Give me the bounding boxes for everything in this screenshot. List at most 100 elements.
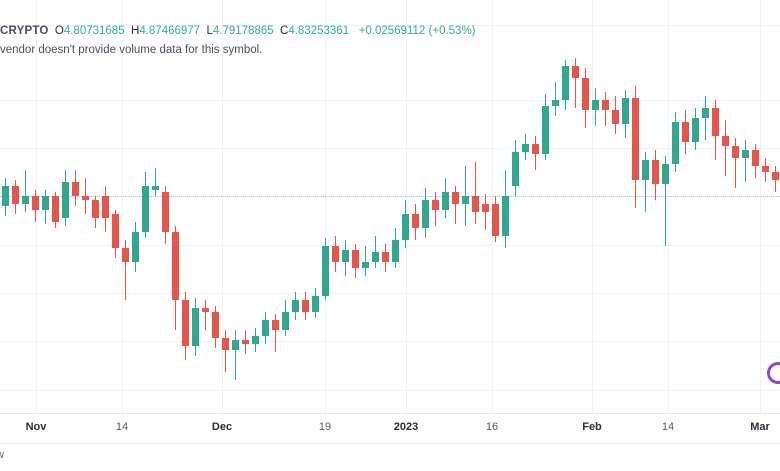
candle-body	[702, 108, 709, 118]
candle-wick	[235, 330, 236, 380]
candle-body	[522, 144, 529, 152]
candle-body	[512, 152, 519, 186]
time-axis-tick: 2023	[393, 421, 419, 433]
candle-body	[262, 320, 269, 336]
candle-wick	[745, 140, 746, 182]
candle-body	[672, 122, 679, 164]
horizontal-gridline	[0, 100, 780, 101]
candle-body	[632, 98, 639, 180]
candle-body	[212, 312, 219, 338]
time-axis-tick: 14	[115, 421, 129, 433]
horizontal-gridline	[0, 148, 780, 149]
candle-wick	[645, 152, 646, 212]
bottom-status-bar: w	[0, 443, 780, 471]
candle-body	[2, 186, 9, 206]
vertical-gridline	[222, 0, 223, 413]
vertical-gridline	[122, 0, 123, 413]
candle-body	[182, 300, 189, 346]
candle-wick	[275, 314, 276, 352]
candle-body	[32, 196, 39, 210]
time-axis-tick: 16	[485, 421, 499, 433]
horizontal-gridline	[0, 390, 780, 391]
candle-wick	[725, 120, 726, 176]
candle-body	[92, 200, 99, 218]
candle-body	[122, 248, 129, 262]
candle-body	[692, 118, 699, 142]
candle-wick	[665, 156, 666, 246]
time-axis-tick: Mar	[750, 421, 770, 433]
horizontal-gridline	[0, 341, 780, 342]
candle-body	[232, 340, 239, 350]
time-axis-tick: 19	[318, 421, 332, 433]
candle-body	[152, 186, 159, 190]
candle-body	[142, 186, 149, 232]
candle-wick	[155, 168, 156, 196]
candle-body	[482, 204, 489, 212]
candle-body	[62, 182, 69, 218]
candle-wick	[705, 96, 706, 140]
candle-body	[752, 150, 759, 166]
candle-body	[202, 308, 209, 312]
time-axis[interactable]: Nov 14 Dec 19 2023 16 Feb 14 Mar	[0, 413, 780, 444]
candle-body	[422, 200, 429, 228]
candle-body	[402, 214, 409, 240]
candle-body	[12, 186, 19, 204]
candle-wick	[225, 330, 226, 372]
candle-body	[432, 200, 439, 210]
time-axis-tick: 14	[661, 421, 675, 433]
candle-wick	[475, 162, 476, 224]
candle-wick	[455, 186, 456, 224]
candle-body	[742, 150, 749, 158]
candle-body	[532, 144, 539, 154]
candle-body	[492, 204, 499, 236]
candle-body	[562, 66, 569, 100]
candle-wick	[205, 300, 206, 330]
time-axis-tick: Feb	[582, 421, 602, 433]
time-axis-tick: Nov	[25, 421, 47, 433]
candle-body	[572, 66, 579, 78]
horizontal-gridline	[0, 245, 780, 246]
candlestick-chart-plot[interactable]	[0, 0, 780, 413]
candle-body	[412, 214, 419, 228]
candle-body	[332, 246, 339, 262]
candle-body	[252, 336, 259, 344]
candle-body	[362, 262, 369, 268]
candle-body	[72, 182, 79, 196]
candle-body	[132, 232, 139, 262]
candle-body	[162, 192, 169, 232]
candle-body	[602, 100, 609, 110]
horizontal-gridline	[0, 293, 780, 294]
candle-wick	[555, 82, 556, 116]
candle-body	[192, 308, 199, 346]
purple-circle-icon[interactable]	[767, 362, 780, 384]
candle-body	[442, 192, 449, 210]
candle-wick	[25, 170, 26, 212]
candle-body	[172, 232, 179, 300]
candle-body	[272, 320, 279, 330]
candle-wick	[575, 58, 576, 108]
candle-body	[722, 136, 729, 146]
candle-body	[22, 196, 29, 204]
candle-body	[372, 252, 379, 262]
candle-body	[612, 110, 619, 124]
candle-body	[682, 122, 689, 142]
candle-body	[452, 192, 459, 204]
candle-body	[462, 196, 469, 204]
candle-body	[52, 196, 59, 222]
vertical-gridline	[668, 0, 669, 413]
candle-wick	[365, 246, 366, 276]
candle-body	[712, 108, 719, 136]
candle-body	[662, 164, 669, 184]
candle-body	[642, 160, 649, 180]
vertical-gridline	[760, 0, 761, 413]
candle-body	[392, 240, 399, 262]
candle-body	[472, 196, 479, 212]
candle-wick	[735, 138, 736, 188]
candle-body	[222, 338, 229, 350]
time-axis-tick: Dec	[211, 421, 233, 433]
candle-body	[42, 196, 49, 210]
candle-body	[242, 340, 249, 344]
candle-body	[542, 106, 549, 154]
candle-wick	[125, 240, 126, 300]
candle-body	[302, 300, 309, 312]
